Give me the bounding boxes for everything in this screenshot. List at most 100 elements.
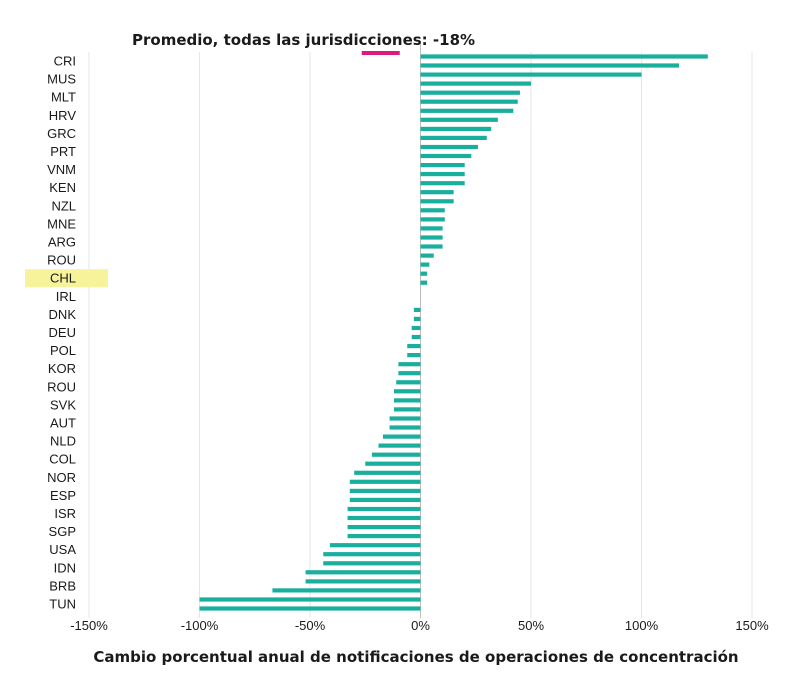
bar xyxy=(420,108,514,113)
category-label: NZL xyxy=(51,198,76,213)
category-label: BRB xyxy=(49,578,76,593)
bar xyxy=(420,99,518,104)
category-label: MUS xyxy=(47,72,76,87)
bar xyxy=(407,353,421,358)
x-tick-label: -50% xyxy=(295,618,326,633)
bar xyxy=(354,470,421,475)
category-label: DEU xyxy=(49,325,76,340)
category-label: DNK xyxy=(49,307,77,322)
x-axis-label: Cambio porcentual anual de notificacione… xyxy=(93,648,738,666)
category-label: ISR xyxy=(54,506,76,521)
bar xyxy=(420,226,443,231)
category-label: AUT xyxy=(50,416,76,431)
bar xyxy=(420,253,434,258)
bar xyxy=(420,81,531,86)
category-label: MNE xyxy=(47,216,76,231)
bar xyxy=(411,334,421,340)
x-tick-label: 0% xyxy=(411,618,430,633)
bar xyxy=(329,543,421,548)
bar xyxy=(398,362,421,367)
bar xyxy=(382,434,421,439)
bar xyxy=(398,371,421,376)
highlight-layer xyxy=(25,269,108,288)
bar xyxy=(420,172,465,177)
x-tick-label: 100% xyxy=(625,618,659,633)
bar xyxy=(349,479,421,484)
x-tick-label: -100% xyxy=(181,618,219,633)
x-tick-label: 150% xyxy=(735,618,769,633)
bar xyxy=(347,506,421,512)
bars xyxy=(199,54,708,611)
category-label: COL xyxy=(49,452,76,467)
bar xyxy=(420,262,430,267)
category-label: ESP xyxy=(50,488,76,503)
category-label: ROU xyxy=(47,379,76,394)
bar xyxy=(413,316,421,321)
category-label: GRC xyxy=(47,126,76,141)
category-label: IRL xyxy=(56,289,76,304)
bar xyxy=(420,199,454,204)
bar xyxy=(272,588,421,593)
category-label: HRV xyxy=(49,108,77,123)
category-labels: CRI MUS MLT HRV GRC PRT VNM KEN NZL MNE ARG ROU CHL I… xyxy=(47,54,76,612)
bar xyxy=(420,217,445,222)
bar xyxy=(420,244,443,249)
bar xyxy=(389,425,421,430)
chart-title: Promedio, todas las jurisdicciones: -18% xyxy=(132,31,475,49)
category-label: PRT xyxy=(50,144,76,159)
bar xyxy=(347,534,421,539)
category-label: CRI xyxy=(54,54,76,69)
bar xyxy=(420,135,487,140)
category-label: NLD xyxy=(50,434,76,449)
bar xyxy=(349,488,421,493)
bar xyxy=(420,190,454,195)
bar xyxy=(420,63,680,68)
category-label: ARG xyxy=(48,235,76,250)
bar xyxy=(389,416,421,421)
bar xyxy=(420,181,465,186)
x-tick-label: -150% xyxy=(70,618,108,633)
bar xyxy=(365,461,421,466)
bar xyxy=(323,561,421,566)
bar xyxy=(396,380,421,385)
category-label: KEN xyxy=(49,180,76,195)
bar xyxy=(199,597,421,602)
category-label: IDN xyxy=(54,560,76,575)
average-marker xyxy=(361,51,400,55)
category-label: ROU xyxy=(47,253,76,268)
category-label: MLT xyxy=(51,90,76,105)
bar xyxy=(199,606,421,611)
bar xyxy=(393,407,421,412)
x-tick-labels: -150% -100% -50% 0% 50% 100% 150% xyxy=(70,618,769,633)
bar xyxy=(420,144,478,150)
category-label: NOR xyxy=(47,470,76,485)
bar xyxy=(305,570,421,575)
bar xyxy=(323,552,421,557)
category-label: SGP xyxy=(49,524,76,539)
bar xyxy=(413,307,421,312)
bar xyxy=(420,126,492,131)
bar xyxy=(420,153,472,159)
bar xyxy=(420,54,708,59)
x-tick-label: 50% xyxy=(518,618,544,633)
bar xyxy=(420,72,642,77)
bar xyxy=(420,280,428,285)
average-layer xyxy=(361,51,400,55)
bar xyxy=(407,344,421,349)
category-label: KOR xyxy=(48,361,76,376)
bar xyxy=(420,235,443,240)
bar xyxy=(393,389,421,394)
category-label: POL xyxy=(50,343,76,358)
bar xyxy=(347,515,421,521)
highlight-band xyxy=(25,269,108,288)
category-label: VNM xyxy=(47,162,76,177)
bar xyxy=(305,579,421,584)
category-label: CHL xyxy=(50,271,76,286)
category-label: USA xyxy=(49,542,76,557)
category-label: TUN xyxy=(49,597,76,612)
bar xyxy=(347,525,421,530)
bar xyxy=(420,117,498,122)
bar xyxy=(393,398,421,403)
bar xyxy=(420,208,445,213)
